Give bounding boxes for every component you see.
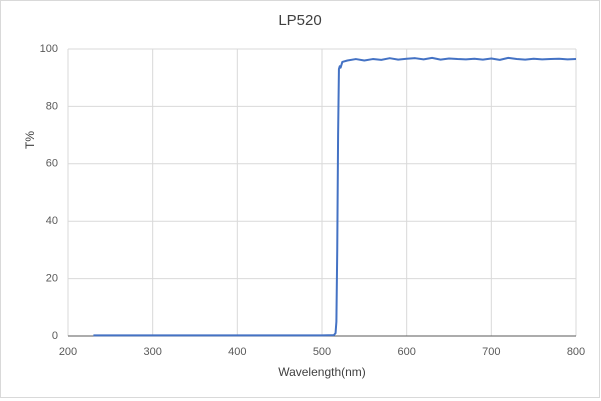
y-tick-label: 80 — [46, 100, 58, 112]
x-tick-label: 200 — [59, 346, 77, 358]
x-tick-label: 500 — [313, 346, 331, 358]
y-tick-label: 0 — [52, 330, 58, 342]
x-tick-label: 800 — [567, 346, 585, 358]
y-tick-label: 60 — [46, 158, 58, 170]
x-tick-label: 700 — [482, 346, 500, 358]
chart-title: LP520 — [278, 12, 321, 29]
y-tick-label: 100 — [40, 43, 58, 55]
y-tick-label: 20 — [46, 273, 58, 285]
line-series — [93, 56, 577, 337]
x-tick-label: 400 — [228, 346, 246, 358]
x-tick-label: 300 — [143, 346, 161, 358]
y-axis-title: T% — [23, 131, 37, 149]
y-tick-label: 40 — [46, 215, 58, 227]
x-axis-title: Wavelength(nm) — [278, 365, 366, 379]
x-tick-label: 600 — [397, 346, 415, 358]
